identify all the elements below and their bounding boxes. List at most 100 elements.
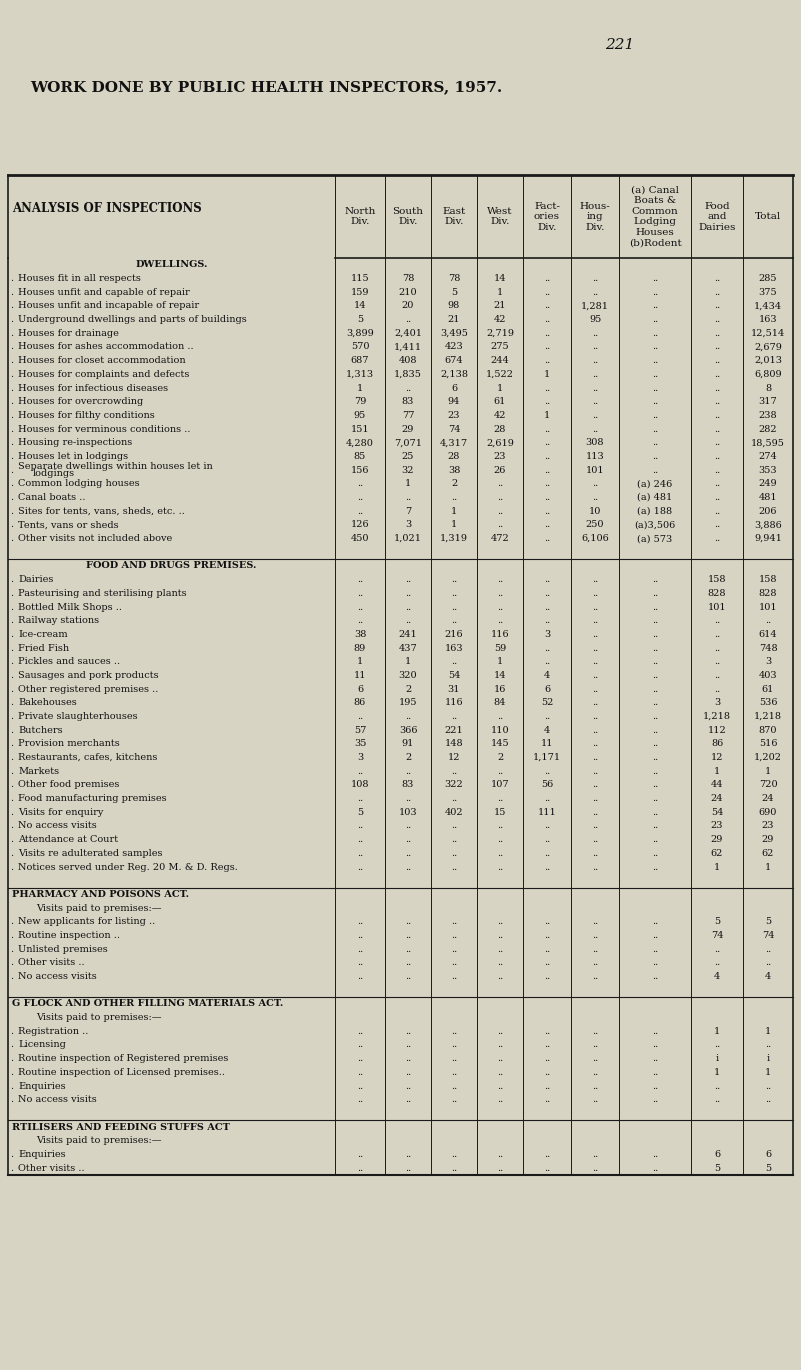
Text: lodgings: lodgings <box>33 470 75 478</box>
Text: Fact-: Fact- <box>534 201 560 211</box>
Text: ..: .. <box>405 1054 411 1063</box>
Text: Tents, vans or sheds: Tents, vans or sheds <box>18 521 119 529</box>
Text: 1: 1 <box>714 1067 720 1077</box>
Text: 3: 3 <box>405 521 411 529</box>
Text: ..: .. <box>544 301 550 311</box>
Text: ..: .. <box>652 1026 658 1036</box>
Text: Div.: Div. <box>398 218 417 226</box>
Text: .: . <box>10 918 13 926</box>
Text: 62: 62 <box>710 849 723 858</box>
Text: ..: .. <box>652 425 658 433</box>
Text: ..: .. <box>544 795 550 803</box>
Text: ..: .. <box>652 973 658 981</box>
Text: ..: .. <box>652 301 658 311</box>
Text: .: . <box>10 1067 13 1077</box>
Text: 516: 516 <box>759 740 777 748</box>
Text: ..: .. <box>357 603 363 611</box>
Text: ..: .. <box>357 932 363 940</box>
Text: ..: .. <box>592 863 598 871</box>
Text: 322: 322 <box>445 781 463 789</box>
Text: ..: .. <box>652 438 658 447</box>
Text: 687: 687 <box>351 356 369 366</box>
Text: ..: .. <box>652 959 658 967</box>
Text: Sites for tents, vans, sheds, etc. ..: Sites for tents, vans, sheds, etc. .. <box>18 507 185 515</box>
Text: ..: .. <box>451 767 457 775</box>
Text: ..: .. <box>405 1095 411 1104</box>
Text: Hous-: Hous- <box>580 201 610 211</box>
Text: ..: .. <box>451 1081 457 1091</box>
Text: ..: .. <box>497 493 503 501</box>
Text: 1,434: 1,434 <box>754 301 782 311</box>
Text: 163: 163 <box>445 644 463 652</box>
Text: ..: .. <box>544 918 550 926</box>
Text: 2,719: 2,719 <box>486 329 514 338</box>
Text: ..: .. <box>405 795 411 803</box>
Text: ..: .. <box>451 1067 457 1077</box>
Text: ..: .. <box>357 1081 363 1091</box>
Text: Routine inspection of Registered premises: Routine inspection of Registered premise… <box>18 1054 228 1063</box>
Text: ..: .. <box>497 959 503 967</box>
Text: ..: .. <box>592 932 598 940</box>
Text: FOOD AND DRUGS PREMISES.: FOOD AND DRUGS PREMISES. <box>87 562 256 570</box>
Text: 28: 28 <box>493 425 506 433</box>
Text: Houses: Houses <box>636 227 674 237</box>
Text: ..: .. <box>544 1026 550 1036</box>
Text: ..: .. <box>592 384 598 393</box>
Text: 103: 103 <box>399 808 417 817</box>
Text: Common lodging houses: Common lodging houses <box>18 479 139 488</box>
Text: ories: ories <box>534 212 560 221</box>
Text: 1: 1 <box>497 288 503 297</box>
Text: ..: .. <box>357 849 363 858</box>
Text: .: . <box>10 836 13 844</box>
Text: Food manufacturing premises: Food manufacturing premises <box>18 795 167 803</box>
Text: ..: .. <box>714 315 720 325</box>
Text: Restaurants, cafes, kitchens: Restaurants, cafes, kitchens <box>18 754 157 762</box>
Text: .: . <box>10 1163 13 1173</box>
Text: ..: .. <box>592 288 598 297</box>
Text: ..: .. <box>714 356 720 366</box>
Text: Other food premises: Other food premises <box>18 781 119 789</box>
Text: 38: 38 <box>354 630 366 638</box>
Text: ..: .. <box>652 836 658 844</box>
Text: ..: .. <box>357 767 363 775</box>
Text: ..: .. <box>544 644 550 652</box>
Text: .: . <box>10 685 13 693</box>
Text: 74: 74 <box>710 932 723 940</box>
Text: ..: .. <box>592 808 598 817</box>
Text: 275: 275 <box>491 342 509 352</box>
Text: ..: .. <box>652 1040 658 1049</box>
Text: Dairies: Dairies <box>698 222 735 232</box>
Text: 91: 91 <box>402 740 414 748</box>
Text: 614: 614 <box>759 630 777 638</box>
Text: Houses unfit and incapable of repair: Houses unfit and incapable of repair <box>18 301 199 311</box>
Text: 20: 20 <box>402 301 414 311</box>
Text: North: North <box>344 207 376 215</box>
Text: 107: 107 <box>491 781 509 789</box>
Text: 44: 44 <box>710 781 723 789</box>
Text: 24: 24 <box>762 795 775 803</box>
Text: ..: .. <box>592 1149 598 1159</box>
Text: 1,411: 1,411 <box>394 342 422 352</box>
Text: ..: .. <box>765 959 771 967</box>
Text: ..: .. <box>405 1026 411 1036</box>
Text: No access visits: No access visits <box>18 1095 97 1104</box>
Text: ..: .. <box>451 863 457 871</box>
Text: ..: .. <box>544 534 550 543</box>
Text: 6,809: 6,809 <box>755 370 782 379</box>
Text: ..: .. <box>592 603 598 611</box>
Text: .: . <box>10 397 13 407</box>
Text: 1: 1 <box>765 767 771 775</box>
Text: ..: .. <box>544 315 550 325</box>
Text: 472: 472 <box>491 534 509 543</box>
Text: ..: .. <box>405 493 411 501</box>
Text: ..: .. <box>592 1054 598 1063</box>
Text: .: . <box>10 726 13 734</box>
Text: 29: 29 <box>762 836 775 844</box>
Text: .: . <box>10 342 13 352</box>
Text: ..: .. <box>451 959 457 967</box>
Text: 108: 108 <box>351 781 369 789</box>
Text: ..: .. <box>451 849 457 858</box>
Text: 5: 5 <box>357 808 363 817</box>
Text: 720: 720 <box>759 781 777 789</box>
Text: Dairies: Dairies <box>18 575 54 584</box>
